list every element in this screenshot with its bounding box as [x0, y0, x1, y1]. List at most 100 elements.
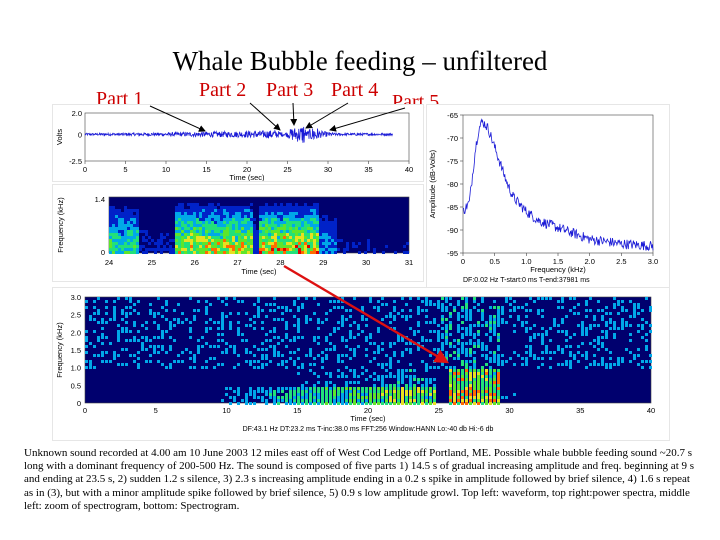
spectrogram-cell	[190, 221, 193, 224]
spectrogram-cell	[322, 221, 325, 224]
spectrogram-cell	[233, 348, 236, 351]
spectrogram-cell	[256, 251, 259, 254]
spectrogram-cell	[389, 357, 392, 360]
spectrogram-cell	[334, 227, 337, 230]
spectrogram-cell	[297, 357, 300, 360]
spectrogram-cell	[425, 387, 428, 390]
spectrogram-cell	[137, 330, 140, 333]
spectrogram-cell	[509, 297, 512, 300]
spectrogram-cell	[449, 369, 452, 372]
spectrogram-cell	[178, 206, 181, 209]
spectrogram-cell	[637, 330, 640, 333]
spectrogram-cell	[153, 348, 156, 351]
spectrogram-cell	[389, 321, 392, 324]
spectrogram-cell	[493, 387, 496, 390]
spectrogram-cell	[317, 399, 320, 402]
spectrogram-cell	[257, 306, 260, 309]
spectrogram-cell	[285, 345, 288, 348]
spectrogram-cell	[357, 402, 360, 405]
spectrogram-cell	[613, 363, 616, 366]
spectrogram-cell	[85, 366, 88, 369]
spectrogram-cell	[261, 366, 264, 369]
spectrogram-cell	[184, 245, 187, 248]
spectrogram-cell	[175, 227, 178, 230]
spectrogram-cell	[313, 336, 316, 339]
spectrogram-cell	[149, 312, 152, 315]
spectrogram-cell	[473, 372, 476, 375]
spectrogram-cell	[154, 242, 157, 245]
spectrogram-cell	[405, 303, 408, 306]
spectrogram-cell	[309, 351, 312, 354]
spectrogram-cell	[118, 242, 121, 245]
spectrogram-cell	[181, 360, 184, 363]
spectrogram-cell	[310, 221, 313, 224]
spectrogram-cell	[115, 245, 118, 248]
spectrogram-cell	[292, 236, 295, 239]
spectrogram-cell	[202, 206, 205, 209]
spectrogram-cell	[169, 324, 172, 327]
spectrogram-cell	[265, 315, 268, 318]
spectrogram-cell	[457, 327, 460, 330]
spectrogram-cell	[89, 342, 92, 345]
spectrogram-cell	[105, 306, 108, 309]
spectrogram-cell	[649, 306, 652, 309]
spectrogram-cell	[413, 330, 416, 333]
spectrogram-cell	[381, 297, 384, 300]
spectrogram-cell	[304, 224, 307, 227]
spectrogram-cell	[112, 251, 115, 254]
spectrogram-cell	[525, 345, 528, 348]
spectrogram-cell	[229, 227, 232, 230]
spectrogram-cell	[310, 206, 313, 209]
spectrogram-cell	[281, 396, 284, 399]
spectrogram-cell	[433, 366, 436, 369]
spectrogram-cell	[274, 236, 277, 239]
spectrogram-cell	[333, 387, 336, 390]
spectrogram-cell	[565, 339, 568, 342]
spectrogram-cell	[333, 390, 336, 393]
spectrogram-cell	[545, 345, 548, 348]
spectrogram-cell	[295, 221, 298, 224]
spectrogram-cell	[292, 215, 295, 218]
spectrogram-cell	[317, 393, 320, 396]
spectrogram-cell	[493, 381, 496, 384]
spectrogram-cell	[196, 230, 199, 233]
spectrogram-cell	[513, 309, 516, 312]
spectrogram-cell	[377, 378, 380, 381]
spectrogram-cell	[221, 321, 224, 324]
spectrogram-cell	[136, 215, 139, 218]
spectrogram-cell	[331, 245, 334, 248]
spectrogram-cell	[93, 345, 96, 348]
spectrogram-cell	[373, 393, 376, 396]
y-axis-label: Frequency (kHz)	[55, 322, 64, 378]
spectrogram-cell	[177, 303, 180, 306]
x-tick-label: 30	[505, 406, 513, 415]
spectrogram-cell	[232, 212, 235, 215]
spectrogram-cell	[165, 300, 168, 303]
spectrogram-cell	[337, 300, 340, 303]
spectrogram-cell	[445, 339, 448, 342]
spectrogram-cell	[322, 224, 325, 227]
spectrogram-cell	[257, 366, 260, 369]
spectrogram-cell	[184, 230, 187, 233]
spectrogram-cell	[337, 354, 340, 357]
spectrogram-cell	[273, 309, 276, 312]
spectrogram-cell	[489, 321, 492, 324]
spectrogram-cell	[221, 333, 224, 336]
spectrogram-cell	[187, 203, 190, 206]
spectrogram-cell	[441, 333, 444, 336]
spectrogram-cell	[127, 248, 130, 251]
spectrogram-cell	[280, 251, 283, 254]
spectrogram-cell	[232, 236, 235, 239]
spectrogram-cell	[257, 387, 260, 390]
spectrogram-cell	[142, 230, 145, 233]
spectrogram-cell	[199, 215, 202, 218]
spectrogram-cell	[461, 384, 464, 387]
spectrogram-cell	[115, 236, 118, 239]
spectrogram-cell	[449, 390, 452, 393]
spectrogram-cell	[238, 224, 241, 227]
spectrogram-cell	[637, 363, 640, 366]
spectrogram-cell	[211, 218, 214, 221]
spectrogram-cell	[184, 209, 187, 212]
spectrogram-cell	[441, 318, 444, 321]
spectrogram-cell	[325, 218, 328, 221]
